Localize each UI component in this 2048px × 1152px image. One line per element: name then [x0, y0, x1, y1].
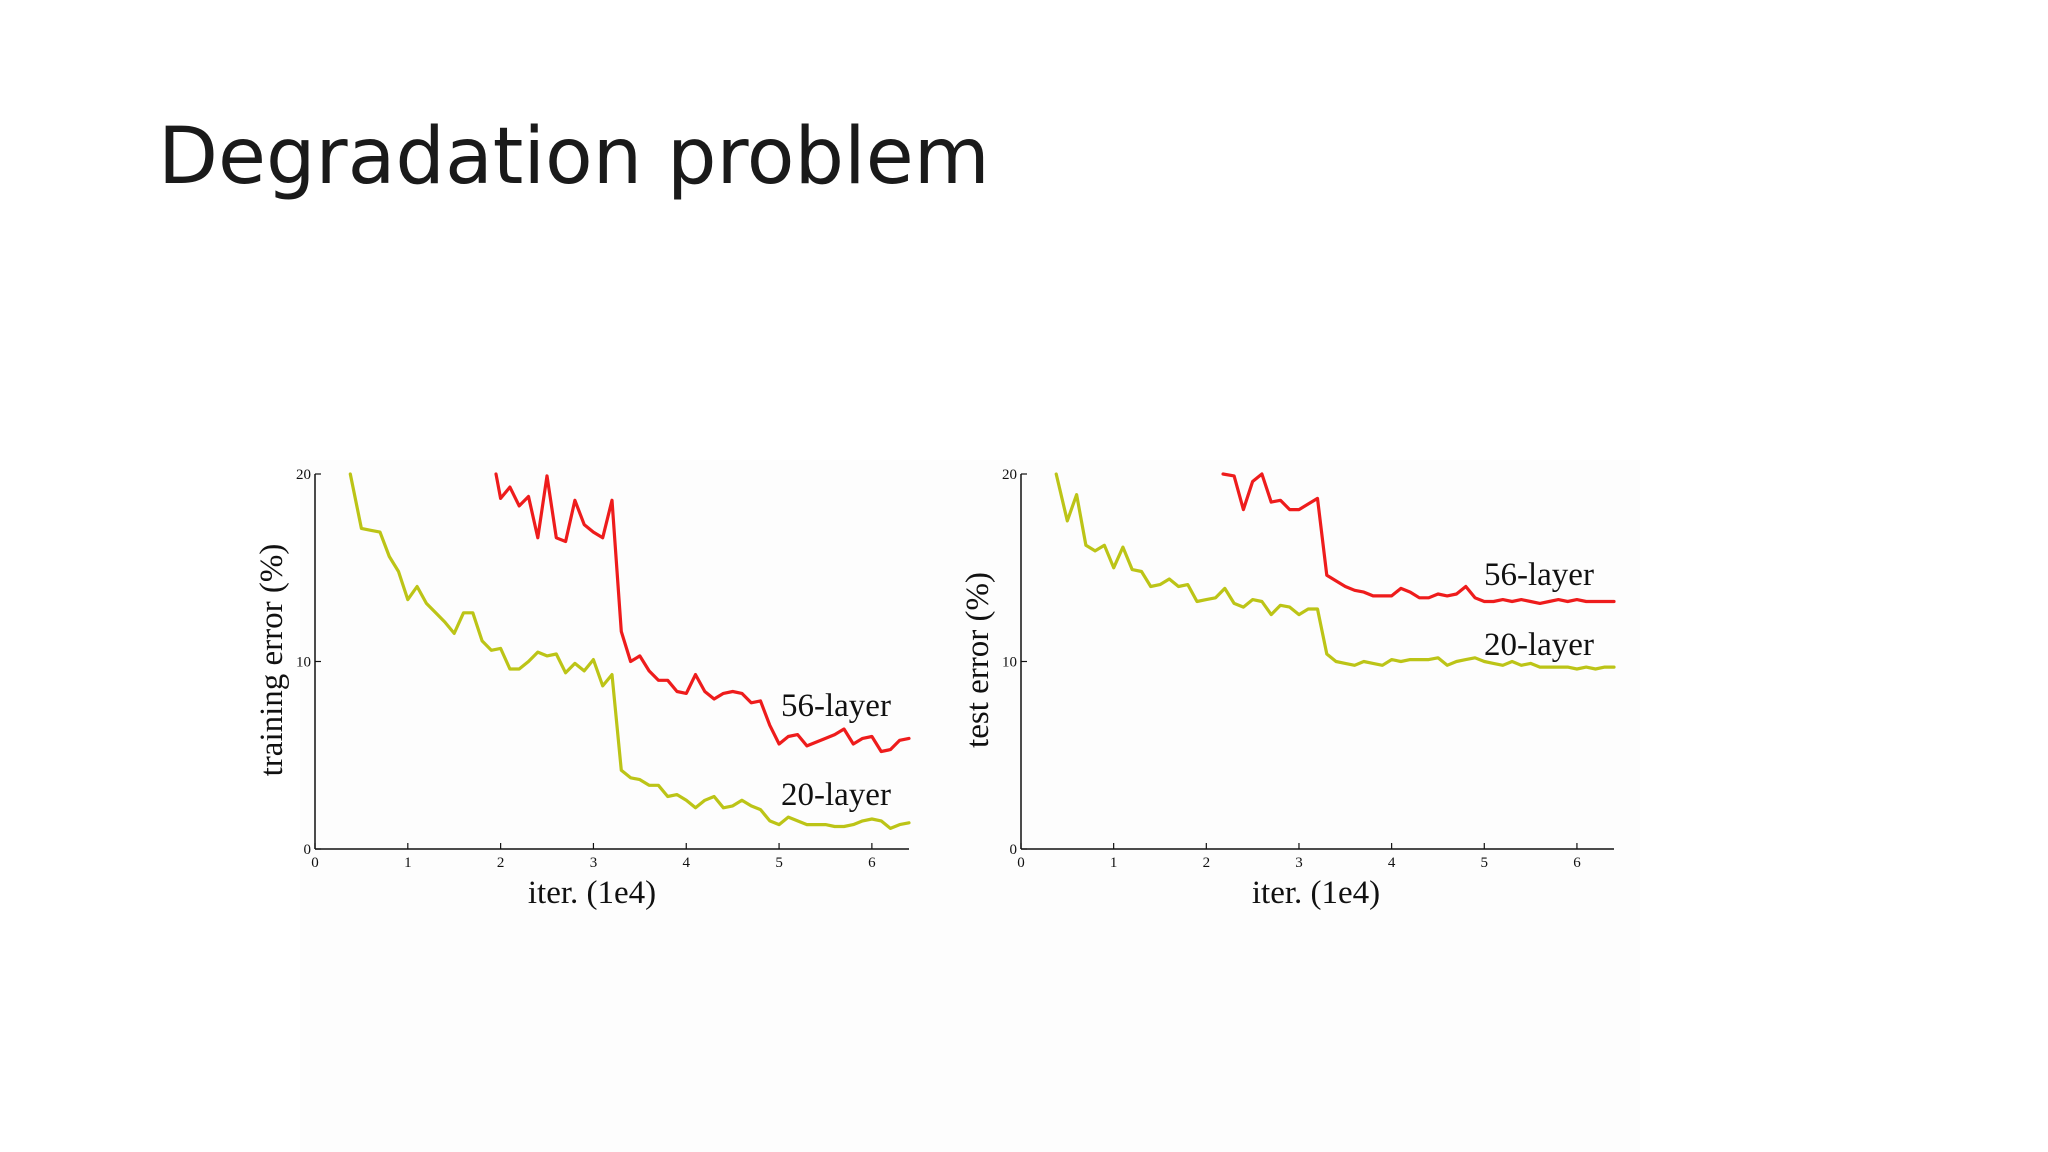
plot-area: 0 1 2 3 4 5 6 0 10 20: [296, 467, 911, 871]
y-tick-label: 10: [296, 655, 311, 671]
figure-panel: [300, 460, 1640, 1152]
series-line-56-layer: [494, 472, 911, 754]
x-tick-label: 6: [1573, 855, 1581, 871]
x-tick-label: 5: [775, 855, 783, 871]
y-axis-label: training error (%): [254, 544, 290, 777]
x-tick-label: 5: [1481, 855, 1489, 871]
series-label-56-layer: 56-layer: [781, 688, 891, 724]
slide-title: Degradation problem: [158, 112, 990, 202]
series-line-20-layer: [348, 472, 911, 831]
y-tick-label: 0: [304, 842, 312, 858]
x-tick-label: 0: [311, 855, 319, 871]
series-line-56-layer: [1221, 472, 1616, 606]
series-label-56-layer: 56-layer: [1484, 557, 1594, 593]
series-line-20-layer: [1054, 472, 1616, 671]
series-label-20-layer: 20-layer: [781, 777, 891, 813]
x-tick-label: 6: [868, 855, 876, 871]
y-axis-label: test error (%): [960, 572, 996, 748]
y-tick-label: 10: [1002, 655, 1017, 671]
x-tick-label: 2: [497, 855, 505, 871]
y-tick-label: 0: [1010, 842, 1018, 858]
series-label-20-layer: 20-layer: [1484, 627, 1594, 663]
x-tick-label: 4: [683, 855, 691, 871]
y-tick-label: 20: [1002, 467, 1017, 483]
chart-training-error: 0 1 2 3 4 5 6 0 10 20 iter. (1e4) training error …: [254, 467, 911, 911]
y-tick-label: 20: [296, 467, 311, 483]
x-tick-label: 1: [1110, 855, 1118, 871]
plot-area: 0 1 2 3 4 5 6 0 10 20: [1002, 467, 1616, 871]
x-tick-label: 1: [404, 855, 412, 871]
x-tick-label: 3: [1295, 855, 1303, 871]
x-axis-label: iter. (1e4): [528, 875, 656, 911]
x-tick-label: 3: [590, 855, 598, 871]
x-axis-label: iter. (1e4): [1252, 875, 1380, 911]
x-tick-label: 2: [1203, 855, 1211, 871]
x-tick-label: 0: [1017, 855, 1025, 871]
x-tick-label: 4: [1388, 855, 1396, 871]
